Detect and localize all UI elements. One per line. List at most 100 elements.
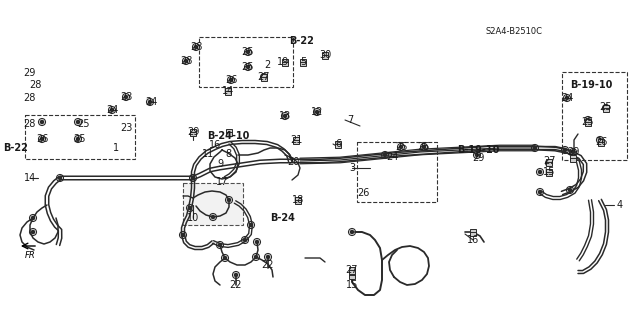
Bar	[282, 59, 288, 66]
Text: B-24: B-24	[271, 213, 296, 223]
Text: 10: 10	[187, 213, 199, 223]
Text: 5: 5	[300, 57, 306, 67]
Text: B-19-10: B-19-10	[570, 80, 612, 90]
Bar	[199, 37, 293, 87]
Text: 14: 14	[222, 86, 234, 96]
Circle shape	[250, 223, 253, 227]
Text: B-22: B-22	[289, 36, 314, 46]
Bar	[25, 115, 135, 159]
Text: 16: 16	[209, 140, 221, 150]
Bar	[225, 87, 231, 94]
Bar	[226, 129, 232, 135]
Circle shape	[58, 176, 61, 180]
Circle shape	[40, 137, 44, 140]
Text: 29: 29	[567, 147, 579, 157]
Circle shape	[565, 96, 568, 100]
Text: 24: 24	[561, 93, 573, 103]
Circle shape	[195, 45, 198, 49]
Circle shape	[533, 147, 536, 149]
Bar	[470, 228, 476, 236]
Text: 13: 13	[279, 111, 291, 121]
Circle shape	[111, 108, 113, 112]
Circle shape	[243, 238, 246, 242]
Circle shape	[148, 100, 152, 104]
Text: 26: 26	[595, 137, 607, 147]
Text: 16: 16	[467, 235, 479, 245]
Text: B-24-10: B-24-10	[207, 131, 249, 141]
Bar	[322, 52, 328, 59]
Text: 11: 11	[202, 149, 214, 159]
Text: 8: 8	[225, 149, 231, 159]
Text: 25: 25	[395, 142, 407, 152]
Circle shape	[604, 107, 607, 109]
Circle shape	[255, 255, 257, 259]
Circle shape	[76, 137, 79, 140]
Text: 14: 14	[24, 173, 36, 183]
Text: 21: 21	[290, 135, 302, 145]
Bar	[295, 196, 301, 204]
Bar	[261, 74, 267, 81]
Circle shape	[31, 216, 35, 220]
Bar	[598, 139, 604, 146]
Circle shape	[188, 206, 191, 210]
Text: B-22: B-22	[4, 143, 28, 153]
Bar	[300, 59, 306, 66]
Text: 28: 28	[23, 119, 35, 129]
Circle shape	[476, 153, 479, 156]
Text: 28: 28	[29, 80, 41, 90]
Circle shape	[31, 230, 35, 234]
Text: 22: 22	[262, 260, 275, 270]
Text: 27: 27	[543, 156, 556, 166]
Text: 30: 30	[319, 50, 331, 60]
Circle shape	[399, 145, 403, 148]
Text: 23: 23	[120, 92, 132, 102]
Text: 2: 2	[264, 60, 270, 70]
Text: 22: 22	[230, 280, 243, 290]
Text: 25: 25	[600, 102, 612, 112]
Bar	[335, 140, 341, 148]
Text: 29: 29	[23, 68, 35, 78]
Circle shape	[568, 188, 572, 192]
Text: 15: 15	[346, 280, 358, 290]
Text: 23: 23	[120, 123, 132, 133]
Circle shape	[316, 110, 319, 114]
Text: 29: 29	[472, 153, 484, 163]
Text: 20: 20	[287, 157, 299, 167]
Circle shape	[223, 256, 227, 260]
Bar	[546, 169, 552, 175]
Circle shape	[246, 51, 250, 53]
Text: 12: 12	[311, 107, 323, 117]
Circle shape	[284, 115, 287, 117]
Text: 1: 1	[113, 143, 119, 153]
Text: 27: 27	[346, 265, 358, 275]
Circle shape	[191, 176, 195, 180]
Circle shape	[40, 120, 44, 124]
Bar	[603, 105, 609, 111]
Circle shape	[351, 230, 353, 234]
Text: 25: 25	[77, 119, 90, 129]
Circle shape	[234, 273, 237, 276]
Circle shape	[246, 65, 250, 68]
Text: 26: 26	[36, 134, 48, 144]
Text: 25: 25	[242, 47, 254, 57]
Circle shape	[262, 76, 266, 79]
Text: B-19-10: B-19-10	[457, 145, 499, 155]
Text: 27: 27	[258, 72, 270, 82]
Text: 26: 26	[225, 75, 237, 85]
Text: 24: 24	[386, 152, 398, 162]
Text: 29: 29	[187, 127, 199, 137]
Circle shape	[211, 215, 214, 219]
Bar	[357, 142, 437, 202]
Text: 25: 25	[242, 62, 254, 72]
Circle shape	[229, 78, 232, 82]
Text: 19: 19	[277, 57, 289, 67]
Bar	[190, 129, 196, 135]
Circle shape	[422, 145, 426, 148]
Bar	[293, 137, 299, 143]
Circle shape	[255, 240, 259, 244]
Circle shape	[586, 118, 589, 122]
Circle shape	[598, 139, 602, 141]
Text: 9: 9	[217, 159, 223, 169]
Text: 7: 7	[347, 115, 353, 125]
Circle shape	[547, 161, 550, 164]
